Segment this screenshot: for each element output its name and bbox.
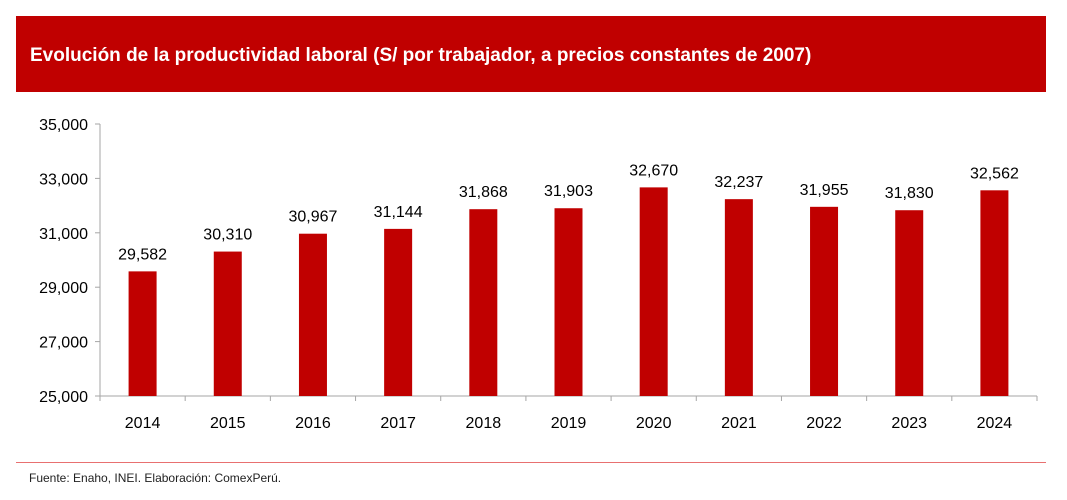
bar — [980, 190, 1009, 396]
chart-title: Evolución de la productividad laboral (S… — [30, 45, 812, 66]
data-label: 31,868 — [459, 184, 508, 201]
bar — [895, 210, 924, 396]
y-tick-label: 33,000 — [39, 171, 88, 188]
data-label: 30,967 — [288, 209, 337, 226]
bar — [213, 251, 242, 396]
bar — [128, 271, 157, 396]
data-label: 31,903 — [544, 183, 593, 200]
x-tick-label: 2018 — [466, 415, 502, 432]
y-tick-label: 35,000 — [39, 117, 88, 134]
x-tick-label: 2020 — [636, 415, 672, 432]
x-tick-label: 2019 — [551, 415, 587, 432]
y-tick-label: 31,000 — [39, 226, 88, 243]
x-tick-label: 2016 — [295, 415, 331, 432]
x-tick-label: 2021 — [721, 415, 757, 432]
data-label: 31,830 — [885, 185, 934, 202]
data-label: 29,582 — [118, 246, 167, 263]
x-tick-label: 2024 — [977, 415, 1013, 432]
x-tick-label: 2017 — [380, 415, 416, 432]
bar — [724, 199, 753, 396]
bar — [810, 206, 839, 396]
title-bar: Evolución de la productividad laboral (S… — [16, 16, 1046, 92]
x-tick-label: 2023 — [891, 415, 927, 432]
bar — [469, 209, 498, 396]
bar — [554, 208, 583, 396]
data-label: 32,670 — [629, 162, 678, 179]
x-tick-label: 2015 — [210, 415, 246, 432]
data-label: 31,955 — [800, 182, 849, 199]
footer-divider — [16, 462, 1046, 463]
bar — [384, 228, 413, 396]
y-tick-label: 27,000 — [39, 335, 88, 352]
y-tick-label: 25,000 — [39, 389, 88, 406]
data-label: 32,562 — [970, 165, 1019, 182]
y-tick-label: 29,000 — [39, 280, 88, 297]
x-tick-label: 2022 — [806, 415, 842, 432]
bar — [639, 187, 668, 396]
data-label: 32,237 — [714, 174, 763, 191]
x-tick-label: 2014 — [125, 415, 161, 432]
bar — [298, 233, 327, 396]
data-label: 31,144 — [374, 204, 423, 221]
data-label: 30,310 — [203, 227, 252, 244]
source-note: Fuente: Enaho, INEI. Elaboración: ComexP… — [29, 471, 282, 485]
